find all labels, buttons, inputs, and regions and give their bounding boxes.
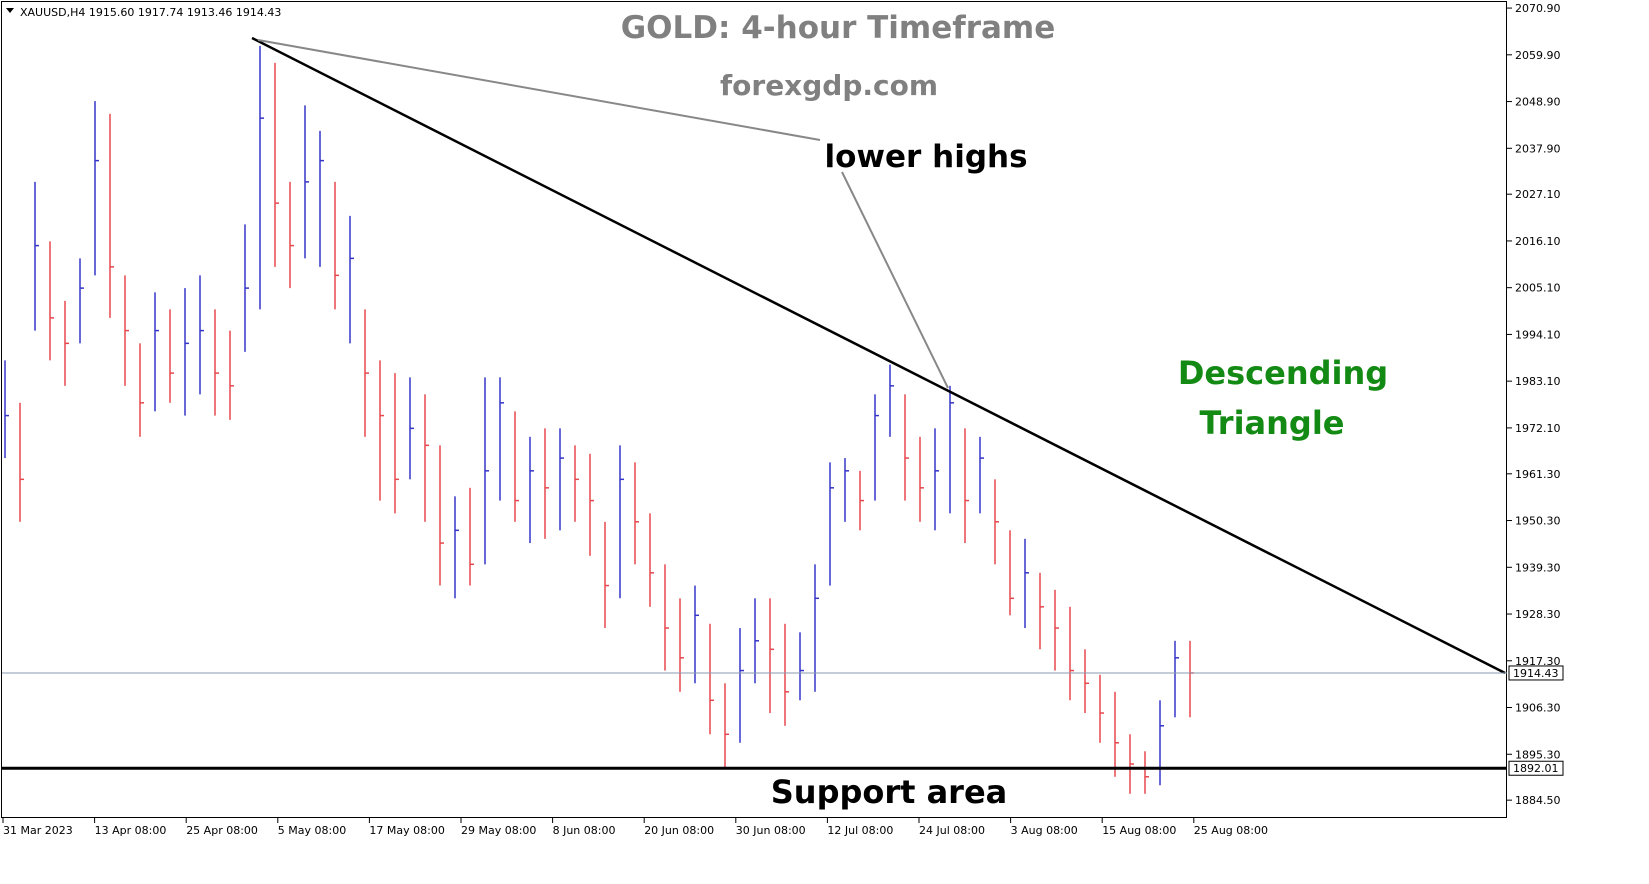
y-tick-label: 1972.10 [1515,422,1561,435]
symbol-header: XAUUSD,H4 1915.60 1917.74 1913.46 1914.4… [20,6,281,19]
x-tick-label: 5 May 08:00 [278,824,346,837]
annotation: lower highs [824,139,1027,175]
x-tick-label: 17 May 08:00 [369,824,444,837]
annotation: Support area [771,773,1008,811]
x-tick-label: 31 Mar 2023 [3,824,73,837]
pointer-line [257,39,821,141]
x-tick-label: 13 Apr 08:00 [95,824,167,837]
x-tick-label: 15 Aug 08:00 [1102,824,1176,837]
x-tick-label: 20 Jun 08:00 [644,824,714,837]
chart-title: GOLD: 4-hour Timeframe [621,10,1056,46]
chart-subtitle: forexgdp.com [720,69,938,102]
y-tick-label: 1950.30 [1515,515,1561,528]
y-tick-label: 2070.90 [1515,2,1561,15]
x-tick-label: 24 Jul 08:00 [919,824,985,837]
y-tick-label: 1895.30 [1515,748,1561,761]
y-tick-label: 1983.10 [1515,375,1561,388]
plot-frame [1,1,1507,818]
y-tick-label: 1939.30 [1515,561,1561,574]
y-tick-label: 1884.50 [1515,794,1561,807]
trendline [251,36,1506,675]
y-tick-label: 2027.10 [1515,188,1561,201]
x-tick-label: 3 Aug 08:00 [1011,824,1078,837]
x-tick-label: 25 Apr 08:00 [186,824,258,837]
x-tick-label: 12 Jul 08:00 [827,824,893,837]
y-tick-label: 1917.30 [1515,655,1561,668]
annotation: Descending [1178,354,1388,392]
x-tick-label: 30 Jun 08:00 [736,824,806,837]
price-box [1508,665,1564,681]
y-tick-label: 2037.90 [1515,142,1561,155]
y-tick-label: 2059.90 [1515,49,1561,62]
y-tick-label: 1994.10 [1515,328,1561,341]
price-label: 1914.43 [1513,667,1559,680]
price-box [1508,760,1564,776]
y-tick-label: 2016.10 [1515,235,1561,248]
pointer-line [841,171,949,389]
bars [4,45,1194,794]
price-label: 1892.01 [1513,762,1559,775]
y-tick-label: 1928.30 [1515,608,1561,621]
menu-arrow [6,8,14,13]
y-tick-label: 1906.30 [1515,702,1561,715]
annotation: Triangle [1199,404,1344,442]
y-tick-label: 1961.30 [1515,468,1561,481]
x-tick-label: 25 Aug 08:00 [1194,824,1268,837]
y-tick-label: 2005.10 [1515,282,1561,295]
y-tick-label: 2048.90 [1515,96,1561,109]
x-tick-label: 29 May 08:00 [461,824,536,837]
x-tick-label: 8 Jun 08:00 [553,824,616,837]
